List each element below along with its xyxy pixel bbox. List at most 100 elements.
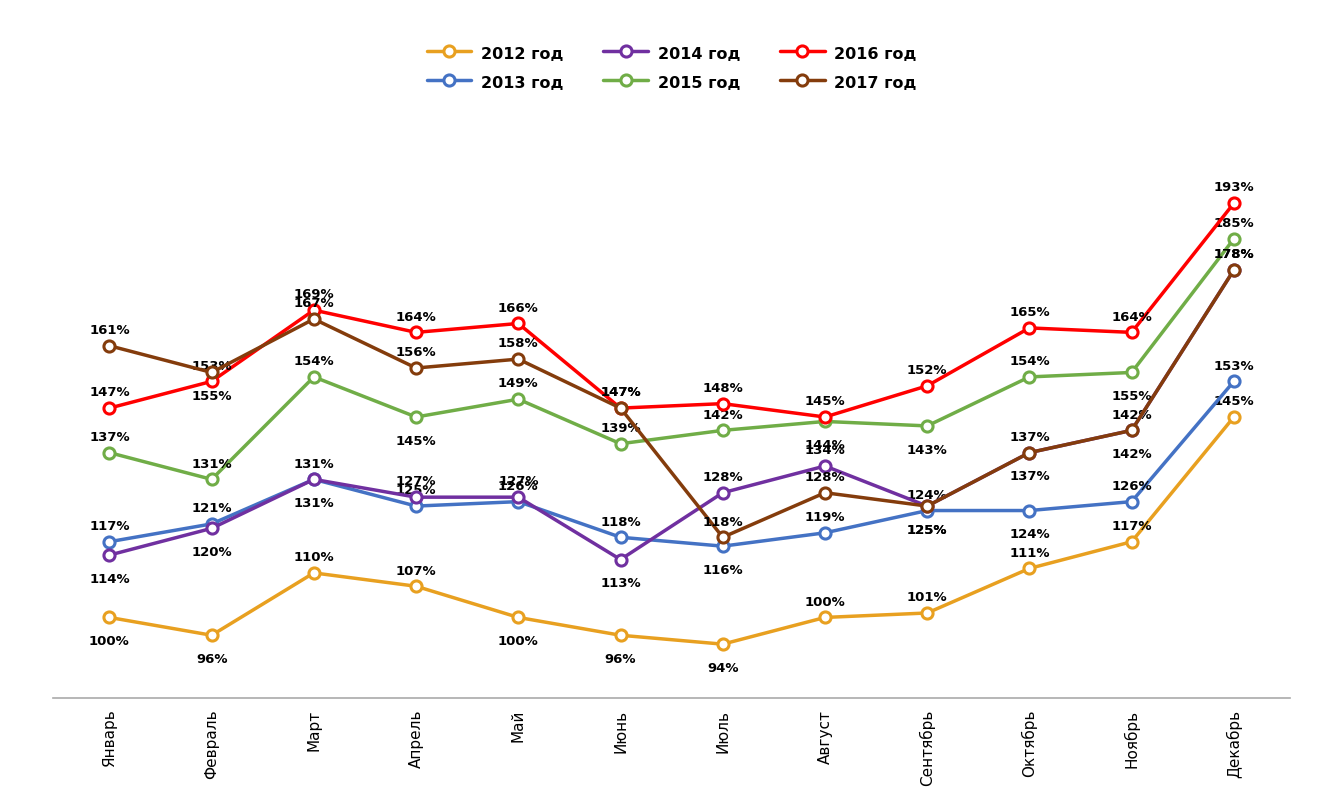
Text: 126%: 126%: [497, 480, 539, 492]
2014 год: [919, 501, 935, 511]
2016 год: [306, 306, 322, 315]
Text: 134%: 134%: [805, 444, 846, 456]
2015 год: [101, 448, 117, 458]
Text: 139%: 139%: [600, 422, 641, 435]
Line: 2013 год: 2013 год: [104, 376, 1240, 552]
2012 год: [306, 569, 322, 578]
2017 год: [1124, 426, 1140, 435]
2012 год: [408, 581, 424, 591]
2016 год: [919, 382, 935, 391]
2017 год: [511, 354, 527, 364]
2013 год: [919, 506, 935, 516]
2013 год: [714, 541, 730, 551]
2017 год: [1021, 448, 1037, 458]
Text: 153%: 153%: [1213, 359, 1254, 372]
Text: 142%: 142%: [702, 408, 743, 421]
Text: 125%: 125%: [396, 484, 436, 496]
Text: 120%: 120%: [192, 545, 231, 558]
2012 год: [613, 630, 629, 640]
2013 год: [613, 533, 629, 542]
2017 год: [817, 488, 833, 498]
Line: 2015 год: 2015 год: [104, 234, 1240, 485]
Text: 142%: 142%: [1112, 408, 1152, 421]
2016 год: [101, 403, 117, 413]
2017 год: [919, 501, 935, 511]
Text: 145%: 145%: [396, 434, 436, 447]
2013 год: [306, 475, 322, 484]
2013 год: [1124, 497, 1140, 507]
2012 год: [1124, 537, 1140, 547]
2015 год: [203, 475, 219, 484]
Text: 128%: 128%: [702, 471, 743, 484]
Text: 94%: 94%: [708, 661, 738, 674]
2014 год: [817, 462, 833, 472]
Text: 124%: 124%: [1009, 528, 1049, 541]
2014 год: [1021, 448, 1037, 458]
2012 год: [1226, 413, 1242, 423]
2013 год: [1226, 377, 1242, 387]
Line: 2016 год: 2016 год: [104, 198, 1240, 423]
Text: 164%: 164%: [1112, 310, 1152, 323]
Text: 169%: 169%: [294, 288, 334, 301]
Text: 152%: 152%: [907, 363, 947, 377]
2012 год: [203, 630, 219, 640]
2015 год: [613, 439, 629, 449]
Text: 164%: 164%: [396, 310, 436, 323]
2016 год: [1021, 324, 1037, 334]
Text: 153%: 153%: [192, 359, 231, 372]
Text: 100%: 100%: [89, 634, 130, 647]
Text: 165%: 165%: [1009, 306, 1049, 319]
2014 год: [101, 550, 117, 560]
Text: 137%: 137%: [89, 431, 130, 444]
2013 год: [408, 501, 424, 511]
Text: 178%: 178%: [1213, 248, 1254, 261]
2015 год: [1021, 373, 1037, 383]
2017 год: [714, 533, 730, 542]
Text: 117%: 117%: [1112, 520, 1152, 533]
2014 год: [306, 475, 322, 484]
Line: 2014 год: 2014 год: [104, 265, 1240, 565]
Text: 131%: 131%: [294, 457, 334, 470]
2014 год: [203, 524, 219, 533]
2016 год: [1124, 328, 1140, 338]
2014 год: [1226, 265, 1242, 275]
Text: 127%: 127%: [497, 475, 539, 488]
2015 год: [408, 413, 424, 423]
2017 год: [306, 315, 322, 325]
2013 год: [203, 520, 219, 529]
Text: 111%: 111%: [1009, 546, 1049, 559]
Text: 147%: 147%: [600, 386, 641, 399]
Text: 101%: 101%: [907, 590, 947, 604]
Text: 100%: 100%: [497, 634, 539, 647]
Text: 121%: 121%: [192, 501, 231, 515]
2013 год: [511, 497, 527, 507]
2014 год: [1124, 426, 1140, 435]
2016 год: [408, 328, 424, 338]
Text: 145%: 145%: [1213, 395, 1254, 407]
Text: 131%: 131%: [294, 496, 334, 509]
2014 год: [714, 488, 730, 498]
Text: 125%: 125%: [907, 523, 947, 536]
2015 год: [306, 373, 322, 383]
Line: 2012 год: 2012 год: [104, 412, 1240, 650]
2012 год: [817, 613, 833, 622]
2017 год: [613, 403, 629, 413]
Text: 96%: 96%: [605, 652, 636, 665]
2017 год: [101, 342, 117, 351]
Text: 154%: 154%: [294, 354, 334, 368]
2012 год: [511, 613, 527, 622]
Line: 2017 год: 2017 год: [104, 265, 1240, 543]
Text: 114%: 114%: [89, 572, 130, 585]
Text: 148%: 148%: [702, 382, 743, 395]
2014 год: [613, 555, 629, 565]
Text: 185%: 185%: [1213, 217, 1254, 230]
Text: 137%: 137%: [1009, 470, 1049, 483]
Text: 143%: 143%: [907, 443, 947, 456]
Text: 124%: 124%: [907, 488, 947, 501]
Text: 96%: 96%: [196, 652, 227, 665]
Text: 155%: 155%: [1112, 390, 1152, 403]
2015 год: [714, 426, 730, 435]
2015 год: [919, 422, 935, 431]
2012 год: [714, 639, 730, 649]
2012 год: [1021, 564, 1037, 573]
